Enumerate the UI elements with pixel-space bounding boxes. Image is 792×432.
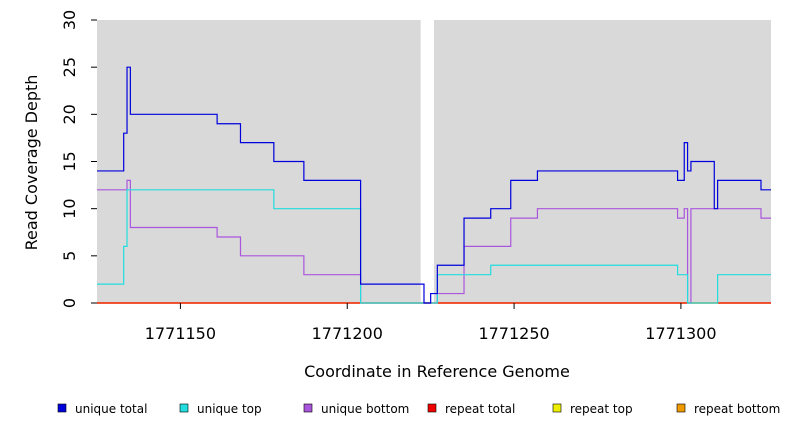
y-tick-label: 10 [60, 198, 79, 218]
y-axis-title: Read Coverage Depth [22, 75, 41, 251]
series-line-unique-total [97, 66, 771, 304]
legend-label-unique-bottom: unique bottom [321, 402, 409, 416]
x-ticks: 1771150 1771200 1771250 1771300 [145, 303, 717, 343]
y-tick-label: 15 [60, 151, 79, 171]
y-tick-label: 20 [60, 104, 79, 124]
legend-label-unique-total: unique total [75, 402, 147, 416]
legend-swatch-unique-total [57, 403, 67, 413]
legend-swatch-repeat-top [552, 403, 562, 413]
legend-swatch-unique-bottom [303, 403, 313, 413]
x-axis-title: Coordinate in Reference Genome [304, 362, 570, 381]
x-tick-label: 1771200 [312, 324, 383, 343]
y-tick-label: 0 [60, 298, 79, 308]
shaded-region-2 [434, 20, 771, 303]
legend: unique total unique top unique bottom repea… [57, 402, 780, 416]
legend-swatch-repeat-total [427, 403, 437, 413]
y-ticks: 0 5 10 15 20 25 30 [60, 10, 97, 308]
y-tick-label: 30 [60, 10, 79, 30]
x-tick-label: 1771250 [478, 324, 549, 343]
series-lines [97, 66, 771, 304]
y-tick-label: 25 [60, 57, 79, 77]
x-tick-label: 1771150 [145, 324, 216, 343]
legend-label-repeat-top: repeat top [570, 402, 633, 416]
legend-swatch-unique-top [179, 403, 189, 413]
x-tick-label: 1771300 [645, 324, 716, 343]
legend-swatch-repeat-bottom [676, 403, 686, 413]
legend-label-unique-top: unique top [197, 402, 262, 416]
shaded-region-1 [97, 20, 421, 303]
legend-label-repeat-total: repeat total [445, 402, 515, 416]
y-tick-label: 5 [60, 251, 79, 261]
legend-label-repeat-bottom: repeat bottom [694, 402, 780, 416]
shaded-regions [97, 20, 771, 303]
